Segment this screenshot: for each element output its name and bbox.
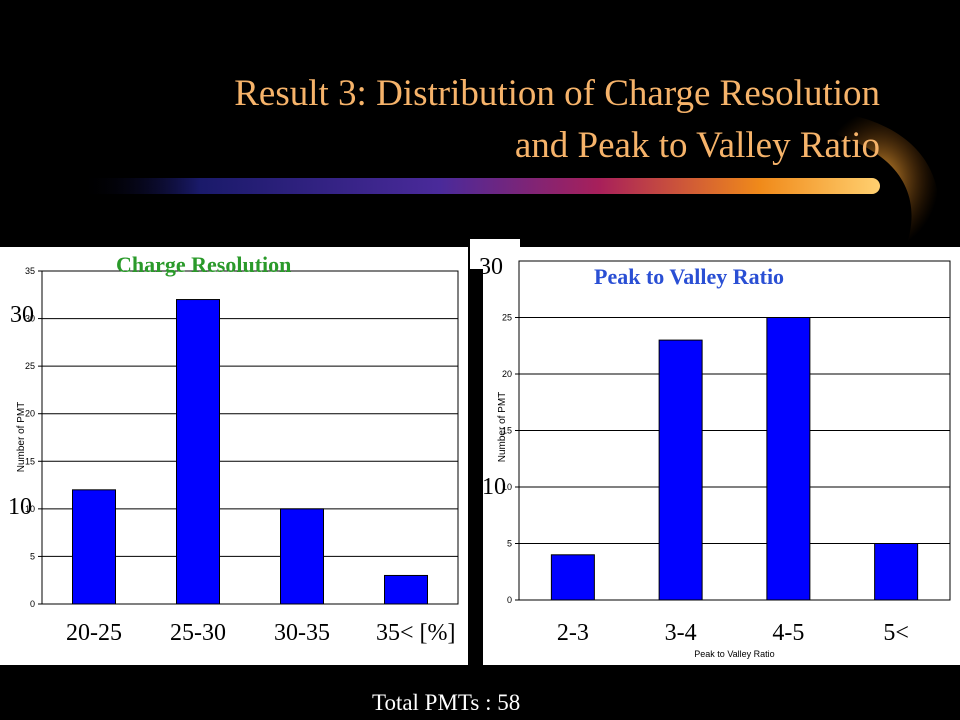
charge-resolution-y-tick-label: 5 (30, 551, 35, 561)
slide-title-line-2: and Peak to Valley Ratio (514, 125, 880, 166)
peak-valley-category-label: 2-3 (556, 620, 589, 646)
peak-valley-y-tick-label: 15 (502, 426, 512, 436)
peak-valley-x-axis-label: Peak to Valley Ratio (694, 649, 774, 659)
slide-title-line-1: Result 3: Distribution of Charge Resolut… (234, 73, 880, 114)
charge-resolution-bar-30-35 (280, 508, 324, 605)
right-overlay-label-10: 10 (482, 474, 506, 500)
charge-resolution-bar-35< (384, 574, 428, 605)
peak-valley-y-axis-label: Number of PMT (497, 392, 508, 463)
charge-resolution-y-tick-label: 0 (30, 599, 35, 609)
charge-resolution-category-label: 35< [%] (376, 620, 456, 646)
charge-resolution-y-tick-label: 10 (25, 504, 35, 514)
peak-valley-bar-5< (874, 543, 919, 601)
peak-valley-y-tick-label: 5 (507, 539, 512, 549)
charge-resolution-category-label: 25-30 (170, 620, 226, 646)
peak-valley-bar-4-5 (766, 317, 811, 601)
charge-resolution-bar-20-25 (72, 489, 116, 605)
charge-resolution-chart: 0 5 10 15 20 25 30 35 Number of PMT (16, 266, 459, 609)
left-overlay-label-10: 10 (8, 494, 32, 520)
charge-resolution-y-tick-label: 25 (25, 361, 35, 371)
peak-valley-y-tick-label: 10 (502, 482, 512, 492)
title-swoosh-decoration (80, 110, 939, 250)
charge-resolution-y-tick-label: 15 (25, 456, 35, 466)
right-overlay-label-30: 30 (479, 254, 503, 280)
charge-resolution-category-label: 20-25 (66, 620, 122, 646)
peak-valley-category-label: 5< (883, 620, 909, 646)
total-pmts-footer: Total PMTs : 58 (372, 690, 521, 715)
charge-resolution-category-label: 30-35 (274, 620, 330, 646)
peak-valley-y-tick-label: 0 (507, 595, 512, 605)
peak-valley-bar-2-3 (550, 554, 595, 601)
charge-resolution-y-tick-label: 20 (25, 409, 35, 419)
slide-title: Result 3: Distribution of Charge Resolut… (100, 68, 880, 172)
peak-valley-y-tick-label: 20 (502, 369, 512, 379)
charge-resolution-y-tick-label: 35 (25, 266, 35, 276)
peak-valley-bar-3-4 (658, 339, 703, 601)
peak-valley-y-tick-label: 25 (502, 313, 512, 323)
left-overlay-label-30: 30 (10, 302, 34, 328)
charge-resolution-title: Charge Resolution (116, 252, 292, 277)
peak-valley-chart: 0 5 10 15 20 25 Number of PMT Peak to Valley Ra… (497, 260, 951, 659)
charge-resolution-y-tick-label: 30 (25, 314, 35, 324)
peak-valley-category-label: 4-5 (772, 620, 805, 646)
peak-valley-title: Peak to Valley Ratio (594, 264, 785, 289)
charge-resolution-y-axis-label: Number of PMT (16, 402, 27, 473)
peak-valley-category-label: 3-4 (664, 620, 697, 646)
charge-resolution-bar-25-30 (176, 299, 220, 605)
